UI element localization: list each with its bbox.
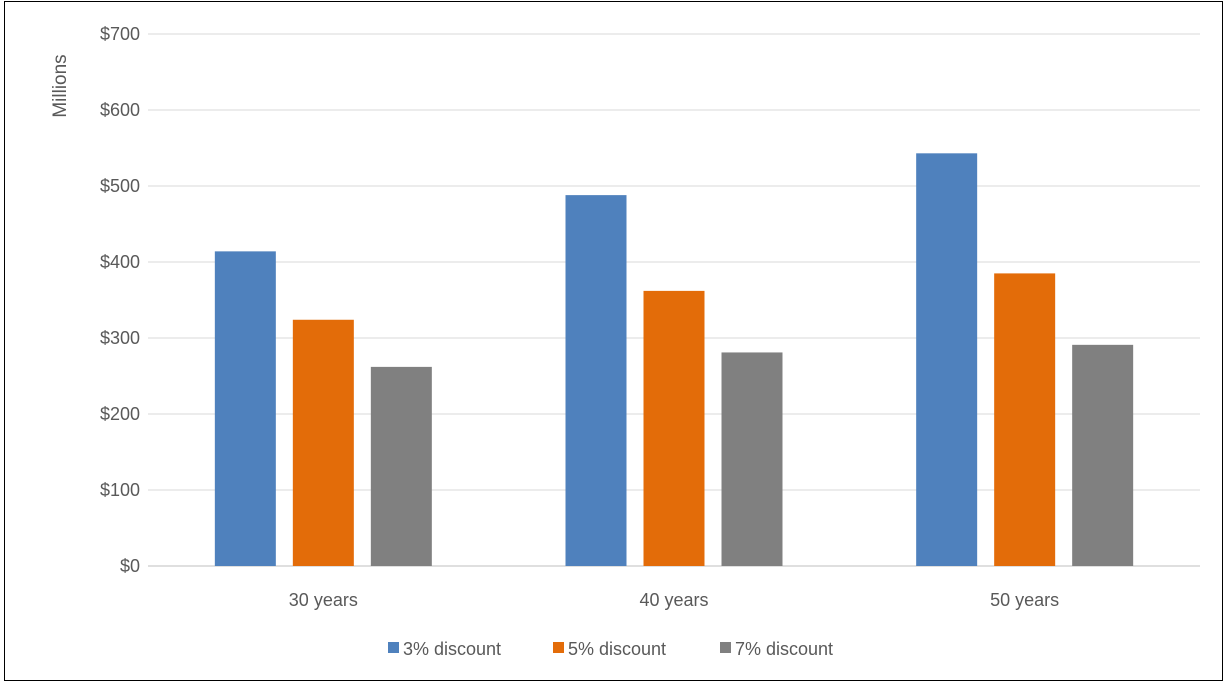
y-tick-label: $700 [100, 24, 140, 44]
y-axis-title: Millions [50, 54, 71, 117]
bar [994, 273, 1056, 566]
bar [721, 352, 783, 566]
bar [292, 319, 354, 566]
y-tick-label: $200 [100, 404, 140, 424]
bar [916, 153, 978, 566]
legend-label: 3% discount [403, 639, 501, 659]
bar [643, 290, 705, 566]
x-tick-label: 50 years [990, 590, 1059, 610]
y-tick-label: $600 [100, 100, 140, 120]
bar [214, 251, 276, 567]
y-axis-ticks: $0 $100 $200 $300 $400 $500 $600 $700 [100, 24, 140, 576]
bar [565, 195, 627, 566]
y-tick-label: $400 [100, 252, 140, 272]
legend-swatch [388, 642, 399, 653]
y-tick-label: $0 [120, 556, 140, 576]
y-tick-label: $500 [100, 176, 140, 196]
x-tick-label: 30 years [289, 590, 358, 610]
legend-label: 7% discount [735, 639, 833, 659]
bar [370, 366, 432, 566]
y-tick-label: $300 [100, 328, 140, 348]
legend-label: 5% discount [568, 639, 666, 659]
legend-swatch [720, 642, 731, 653]
bar [1072, 344, 1134, 566]
legend-swatch [553, 642, 564, 653]
y-tick-label: $100 [100, 480, 140, 500]
bars [214, 153, 1134, 567]
legend: 3% discount 5% discount 7% discount [388, 639, 833, 659]
x-tick-label: 40 years [639, 590, 708, 610]
x-axis-ticks: 30 years 40 years 50 years [289, 590, 1059, 610]
